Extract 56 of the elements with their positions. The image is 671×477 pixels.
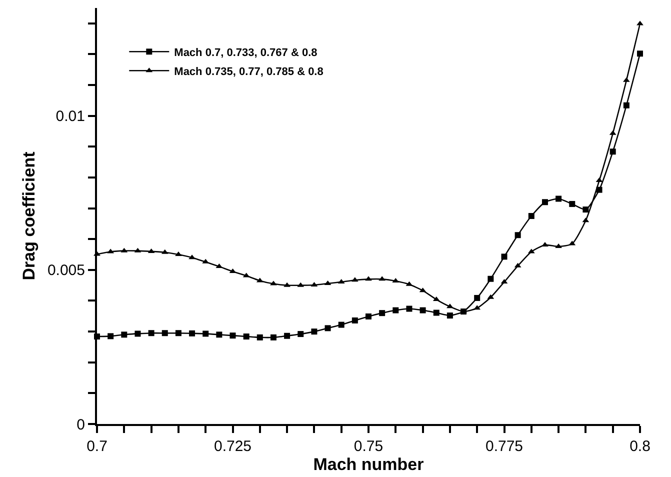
point bbox=[636, 20, 644, 26]
x-tick-label: 0.775 bbox=[485, 438, 524, 455]
point bbox=[324, 325, 331, 332]
point bbox=[392, 307, 399, 314]
point bbox=[270, 280, 277, 286]
point bbox=[366, 313, 372, 320]
point bbox=[514, 232, 521, 238]
point bbox=[202, 330, 209, 337]
x-tick-label: 0.725 bbox=[214, 438, 252, 455]
point bbox=[637, 50, 643, 57]
point bbox=[446, 312, 453, 319]
y-tick-label: 0 bbox=[76, 416, 85, 434]
point bbox=[188, 254, 196, 260]
point bbox=[338, 322, 344, 328]
point bbox=[230, 332, 236, 339]
point bbox=[528, 213, 534, 219]
point bbox=[379, 310, 386, 316]
y-tick-label: 0.01 bbox=[56, 108, 85, 126]
point bbox=[623, 102, 630, 108]
point bbox=[162, 330, 168, 336]
point bbox=[406, 306, 412, 312]
point bbox=[556, 196, 562, 202]
point bbox=[365, 276, 372, 281]
point bbox=[284, 332, 290, 339]
x-tick-label: 0.8 bbox=[630, 438, 650, 455]
point bbox=[433, 310, 440, 316]
point bbox=[569, 200, 576, 207]
point bbox=[148, 330, 154, 336]
point bbox=[256, 334, 263, 340]
x-axis-title: Mach number bbox=[313, 455, 424, 474]
point bbox=[582, 206, 589, 213]
point bbox=[108, 333, 114, 340]
y-axis-title: Drag coefficient bbox=[20, 151, 39, 280]
point bbox=[311, 328, 318, 335]
point bbox=[501, 254, 508, 260]
point bbox=[542, 199, 548, 206]
point bbox=[189, 330, 196, 336]
point bbox=[352, 317, 358, 324]
point bbox=[121, 332, 128, 338]
point bbox=[270, 334, 276, 340]
point bbox=[596, 186, 602, 193]
point bbox=[610, 148, 616, 155]
legend-label: Mach 0.7, 0.733, 0.767 & 0.8 bbox=[174, 46, 318, 59]
point bbox=[420, 307, 426, 314]
point bbox=[474, 294, 480, 301]
x-tick-label: 0.75 bbox=[354, 438, 384, 455]
point bbox=[488, 276, 494, 282]
point bbox=[298, 331, 304, 338]
point bbox=[542, 242, 548, 246]
point bbox=[216, 332, 222, 338]
point bbox=[243, 333, 250, 340]
y-tick-label: 0.005 bbox=[47, 262, 85, 280]
legend-label: Mach 0.735, 0.77, 0.785 & 0.8 bbox=[174, 66, 324, 78]
x-tick-label: 0.7 bbox=[86, 438, 108, 455]
point bbox=[175, 330, 182, 336]
point bbox=[134, 330, 141, 337]
